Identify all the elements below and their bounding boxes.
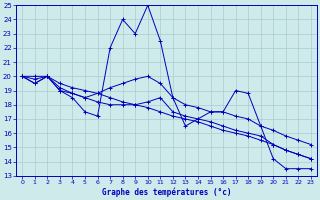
X-axis label: Graphe des températures (°c): Graphe des températures (°c): [102, 188, 231, 197]
